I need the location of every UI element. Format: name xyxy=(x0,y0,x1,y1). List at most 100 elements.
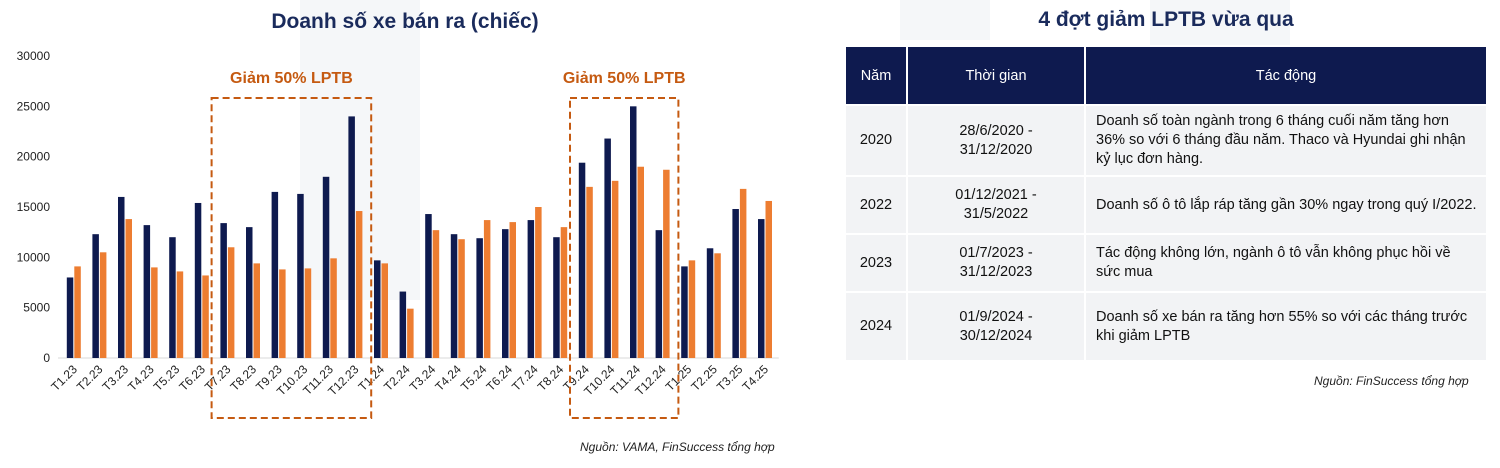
cell-period: 01/9/2024 - 30/12/2024 xyxy=(907,291,1086,360)
table-title: 4 đợt giảm LPTB vừa qua xyxy=(1038,8,1294,31)
header-period: Thời gian xyxy=(907,47,1086,105)
bar-series-2 xyxy=(151,267,158,358)
bar-series-1 xyxy=(374,260,381,358)
cell-impact: Doanh số xe bán ra tăng hơn 55% so với c… xyxy=(1085,291,1486,360)
highlight-box xyxy=(569,97,680,419)
bar-series-2 xyxy=(381,263,388,358)
bar-series-1 xyxy=(348,116,355,359)
bar-series-2 xyxy=(355,211,363,358)
bar-series-2 xyxy=(663,169,670,358)
x-tick-label: T1.24 xyxy=(356,362,388,394)
bar-series-2 xyxy=(714,253,721,358)
y-tick-label: 25000 xyxy=(17,99,51,113)
x-tick-label: T7.23 xyxy=(202,362,234,394)
x-tick-label: T8.23 xyxy=(228,362,260,394)
x-tick-label: T2.25 xyxy=(688,362,720,394)
bar-series-1 xyxy=(425,214,432,358)
bar-series-1 xyxy=(527,220,535,358)
bar-series-1 xyxy=(578,162,586,358)
x-tick-label: T6.23 xyxy=(176,362,208,394)
bar-series-1 xyxy=(476,238,483,358)
chart-source: Nguồn: VAMA, FinSuccess tổng hợp xyxy=(580,440,775,454)
background-shape xyxy=(900,0,990,40)
bar-series-1 xyxy=(758,219,765,358)
cell-year: 2024 xyxy=(846,291,908,360)
table-row: 2023 01/7/2023 - 31/12/2023 Tác động khô… xyxy=(846,233,1486,292)
cell-year: 2023 xyxy=(846,233,908,292)
cell-period: 01/12/2021 - 31/5/2022 xyxy=(907,175,1086,234)
bar-series-2 xyxy=(586,186,593,358)
bar-series-2 xyxy=(688,260,696,358)
table-row: 2020 28/6/2020 - 31/12/2020 Doanh số toà… xyxy=(846,104,1486,176)
cell-impact: Doanh số toàn ngành trong 6 tháng cuối n… xyxy=(1085,104,1486,176)
highlight-label: Giảm 50% LPTB xyxy=(230,70,353,87)
bar-series-2 xyxy=(611,180,619,358)
header-year: Năm xyxy=(846,47,908,105)
bar-series-1 xyxy=(194,202,202,358)
cell-impact: Doanh số ô tô lắp ráp tăng gần 30% ngay … xyxy=(1085,175,1486,234)
table-row: 2022 01/12/2021 - 31/5/2022 Doanh số ô t… xyxy=(846,175,1486,234)
x-tick-label: T8.24 xyxy=(535,362,567,394)
bar-series-2 xyxy=(253,263,260,358)
bar-series-2 xyxy=(407,308,414,358)
bar-series-1 xyxy=(706,248,714,358)
cell-impact: Tác động không lớn, ngành ô tô vẫn không… xyxy=(1085,233,1486,292)
bar-series-2 xyxy=(458,239,465,358)
bar-series-2 xyxy=(739,188,747,358)
bar-series-2 xyxy=(637,166,644,358)
x-tick-label: T6.24 xyxy=(484,362,516,394)
bar-series-1 xyxy=(604,138,611,358)
x-tick-label: T3.23 xyxy=(100,362,132,394)
cell-period: 28/6/2020 - 31/12/2020 xyxy=(907,104,1086,176)
bar-series-1 xyxy=(450,234,458,358)
highlight-label: Giảm 50% LPTB xyxy=(563,70,686,87)
bar-series-2 xyxy=(560,227,568,358)
x-tick-label: T2.23 xyxy=(74,362,106,394)
sales-bar-chart: 0 5000 10000 15000 20000 25000 30000 T1.23T2.23… xyxy=(17,49,779,419)
lptb-table: Năm Thời gian Tác động 2020 28/6/2020 - … xyxy=(846,47,1486,360)
bar-series-2 xyxy=(535,207,542,358)
table-row: 2024 01/9/2024 - 30/12/2024 Doanh số xe … xyxy=(846,291,1486,360)
bar-series-2 xyxy=(483,220,491,358)
bar-series-2 xyxy=(509,222,516,358)
bar-series-2 xyxy=(176,271,184,358)
table-header-row: Năm Thời gian Tác động xyxy=(846,47,1486,105)
bar-series-1 xyxy=(399,291,407,358)
x-tick-label: T3.24 xyxy=(407,362,439,394)
cell-year: 2022 xyxy=(846,175,908,234)
y-tick-label: 15000 xyxy=(17,200,51,214)
bar-series-2 xyxy=(227,247,235,358)
bar-series-1 xyxy=(502,229,509,358)
bar-series-2 xyxy=(99,252,107,358)
bar-series-1 xyxy=(92,234,99,358)
bar-series-2 xyxy=(432,230,440,358)
bar-series-2 xyxy=(202,275,209,358)
chart-title: Doanh số xe bán ra (chiếc) xyxy=(271,10,539,33)
bar-series-2 xyxy=(74,266,81,358)
bar-series-2 xyxy=(304,268,312,358)
x-tick-label: T1.23 xyxy=(48,362,80,394)
x-tick-label: T3.25 xyxy=(714,362,746,394)
bar-series-1 xyxy=(655,230,663,358)
bar-series-1 xyxy=(169,237,176,358)
cell-year: 2020 xyxy=(846,104,908,176)
bar-series-2 xyxy=(765,200,772,358)
table-source: Nguồn: FinSuccess tổng hợp xyxy=(1314,374,1469,388)
x-tick-label: T2.24 xyxy=(381,362,413,394)
x-tick-label: T4.25 xyxy=(740,362,772,394)
highlight-box xyxy=(210,97,373,419)
x-tick-label: T5.23 xyxy=(151,362,183,394)
x-tick-label: T7.24 xyxy=(509,362,541,394)
bar-series-1 xyxy=(553,237,560,358)
bar-series-1 xyxy=(220,223,227,358)
bar-series-2 xyxy=(330,258,337,358)
bar-series-2 xyxy=(125,219,132,358)
bar-series-1 xyxy=(143,225,151,358)
header-impact: Tác động xyxy=(1085,47,1486,105)
x-tick-label: T4.23 xyxy=(125,362,157,394)
y-tick-label: 5000 xyxy=(23,301,50,315)
bar-series-1 xyxy=(297,193,304,358)
y-tick-label: 30000 xyxy=(17,49,51,63)
background-shape xyxy=(1150,0,1290,45)
bar-series-2 xyxy=(279,269,286,358)
